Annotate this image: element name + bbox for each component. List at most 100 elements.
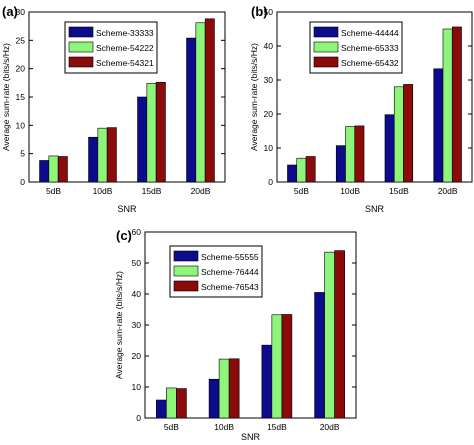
legend: Scheme-44444 Scheme-65333 Scheme-65432 xyxy=(309,21,403,74)
bar-scheme-55555-20db xyxy=(314,292,325,419)
bar-scheme-54321-15db xyxy=(155,81,166,183)
bar-scheme-76444-20db xyxy=(324,251,335,419)
legend-entry-label: Scheme-65333 xyxy=(341,43,399,53)
legend-swatch xyxy=(68,41,94,53)
legend-swatch xyxy=(313,41,339,53)
bar-scheme-55555-5db xyxy=(156,399,167,419)
bar-scheme-65432-10db xyxy=(354,125,365,183)
bar-scheme-65432-5db xyxy=(305,156,316,183)
legend-swatch xyxy=(313,56,339,68)
x-axis-label: SNR xyxy=(241,432,261,442)
panel-label: (b) xyxy=(251,4,268,19)
y-axis-label: Average sum-rate (bits/s/Hz) xyxy=(249,43,259,151)
y-tick-label: 40 xyxy=(264,41,274,51)
x-tick-label: 20dB xyxy=(438,186,458,196)
y-tick-label: 30 xyxy=(264,75,274,85)
bar-scheme-44444-15db xyxy=(384,114,395,183)
legend-entry-label: Scheme-54321 xyxy=(96,58,154,68)
legend-swatch xyxy=(313,26,339,38)
bar-scheme-55555-15db xyxy=(261,344,273,419)
y-tick-label: 0 xyxy=(268,177,273,187)
legend-entry-label: Scheme-33333 xyxy=(96,28,154,38)
bar-scheme-65333-20db xyxy=(442,28,453,183)
chart-panel-2: (b) 0 10 20 30 40 50 5dB 10dB 15dB 20dB SNR Average … xyxy=(249,4,473,214)
y-tick-label: 20 xyxy=(16,64,26,74)
legend-swatch xyxy=(173,265,199,277)
bar-scheme-55555-10db xyxy=(208,378,220,419)
y-tick-label: 20 xyxy=(264,109,274,119)
y-tick-label: 25 xyxy=(16,35,26,45)
legend: Scheme-55555 Scheme-76444 Scheme-76543 xyxy=(169,245,263,298)
chart-panel-3: (c) 0 10 20 30 40 50 60 5dB 10dB 15dB 20dB SNR Averag… xyxy=(114,227,357,442)
x-axis-label: SNR xyxy=(117,204,137,214)
bar-scheme-54222-10db xyxy=(97,127,108,183)
x-axis-label: SNR xyxy=(365,204,385,214)
bar-scheme-76444-15db xyxy=(271,314,283,419)
bar-scheme-54222-15db xyxy=(146,83,157,183)
x-tick-label: 10dB xyxy=(340,186,360,196)
y-axis-label: Average sum-rate (bits/s/Hz) xyxy=(1,43,11,151)
legend-swatch xyxy=(173,280,199,292)
y-tick-label: 50 xyxy=(132,258,142,268)
x-tick-label: 5dB xyxy=(294,186,309,196)
y-tick-label: 10 xyxy=(132,382,142,392)
bar-scheme-54222-5db xyxy=(48,155,59,183)
bar-scheme-33333-20db xyxy=(186,37,197,183)
bar-scheme-76444-10db xyxy=(218,358,230,419)
x-tick-label: 5dB xyxy=(46,186,61,196)
y-tick-label: 40 xyxy=(132,289,142,299)
bar-scheme-54222-20db xyxy=(195,22,206,183)
bar-scheme-65333-5db xyxy=(296,157,307,183)
legend: Scheme-33333 Scheme-54222 Scheme-54321 xyxy=(64,21,158,74)
legend-entry-label: Scheme-55555 xyxy=(201,252,259,262)
bar-scheme-33333-10db xyxy=(88,136,99,183)
legend-entry-label: Scheme-44444 xyxy=(341,28,399,38)
bar-scheme-44444-5db xyxy=(287,164,298,183)
legend-entry-label: Scheme-54222 xyxy=(96,43,154,53)
legend-entry-label: Scheme-65432 xyxy=(341,58,399,68)
y-tick-label: 15 xyxy=(16,92,26,102)
legend-swatch xyxy=(173,250,199,262)
x-tick-label: 15dB xyxy=(142,186,162,196)
bar-scheme-44444-10db xyxy=(335,145,346,183)
y-tick-label: 0 xyxy=(136,413,141,423)
legend-entry-label: Scheme-76444 xyxy=(201,267,259,277)
y-tick-label: 30 xyxy=(132,320,142,330)
panel-label: (c) xyxy=(116,228,132,243)
y-axis-label: Average sum-rate (bits/s/Hz) xyxy=(114,271,124,379)
plot-area-frame xyxy=(276,11,473,183)
chart-panel-1: (a) 0 5 10 15 20 25 30 5dB 10dB 15dB 20dB SNR Average… xyxy=(1,4,226,214)
bar-scheme-33333-5db xyxy=(39,160,50,183)
y-tick-label: 50 xyxy=(264,7,274,17)
bar-scheme-76543-5db xyxy=(176,388,187,419)
x-tick-label: 20dB xyxy=(191,186,211,196)
y-tick-label: 10 xyxy=(264,143,274,153)
legend-swatch xyxy=(68,26,94,38)
bar-scheme-54321-20db xyxy=(204,18,215,183)
bar-scheme-65432-15db xyxy=(403,84,414,183)
bar-scheme-76543-20db xyxy=(334,250,345,419)
y-tick-label: 5 xyxy=(20,149,25,159)
x-tick-label: 10dB xyxy=(214,422,234,432)
bar-scheme-76543-15db xyxy=(281,314,293,419)
y-tick-label: 20 xyxy=(132,351,142,361)
legend-swatch xyxy=(68,56,94,68)
bar-scheme-54321-10db xyxy=(106,127,117,183)
x-tick-label: 15dB xyxy=(267,422,287,432)
bar-scheme-76444-5db xyxy=(166,387,177,419)
bar-scheme-33333-15db xyxy=(137,96,148,183)
legend-entry-label: Scheme-76543 xyxy=(201,282,259,292)
x-tick-label: 15dB xyxy=(389,186,409,196)
bar-scheme-65333-15db xyxy=(393,86,404,183)
x-tick-label: 5dB xyxy=(164,422,179,432)
y-tick-label: 10 xyxy=(16,120,26,130)
bar-scheme-44444-20db xyxy=(433,68,444,183)
y-tick-label: 30 xyxy=(16,7,26,17)
panel-label: (a) xyxy=(2,4,18,19)
bar-scheme-76543-10db xyxy=(228,358,240,419)
x-tick-label: 20dB xyxy=(320,422,340,432)
y-tick-label: 60 xyxy=(132,227,142,237)
x-tick-label: 10dB xyxy=(93,186,113,196)
y-tick-label: 0 xyxy=(20,177,25,187)
